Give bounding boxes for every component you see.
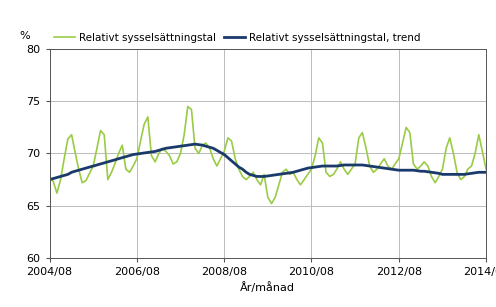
Legend: Relativt sysselsättningstal, Relativt sysselsättningstal, trend: Relativt sysselsättningstal, Relativt sy…	[50, 29, 425, 47]
Line: Relativt sysselsättningstal: Relativt sysselsättningstal	[50, 107, 486, 204]
X-axis label: År/månad: År/månad	[241, 282, 295, 293]
Line: Relativt sysselsättningstal, trend: Relativt sysselsättningstal, trend	[50, 144, 486, 180]
Text: %: %	[19, 31, 30, 41]
